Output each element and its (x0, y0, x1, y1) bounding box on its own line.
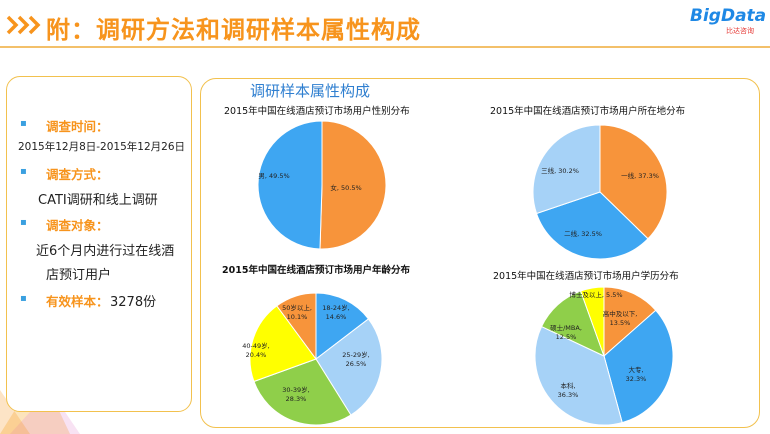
pie-slice (532, 124, 601, 215)
pie-slice-label: 二线, 32.5% (564, 229, 602, 238)
bullet-icon: ▪ (20, 118, 27, 129)
survey-time-value: 2015年12月8日-2015年12月26日 (18, 141, 185, 153)
location-chart-title: 2015年中国在线酒店预订市场用户所在地分布 (490, 106, 686, 117)
logo-subtext: 比达咨询 (726, 27, 754, 35)
pie-slice-label: 25-29岁, 26.5% (342, 350, 369, 368)
age-chart-title: 2015年中国在线酒店预订市场用户年龄分布 (222, 265, 410, 276)
pie-slice-label: 女, 50.5% (330, 183, 361, 192)
pie-slice-label: 本科, 36.3% (558, 381, 579, 399)
pie-slice (257, 120, 323, 250)
pie-slice-label: 一线, 37.3% (621, 171, 659, 180)
pie-slice-label: 高中及以下, 13.5% (603, 309, 638, 327)
survey-target-value-line1: 近6个月内进行过在线酒 (36, 244, 175, 259)
bigdata-logo: BigData 比达咨询 (690, 6, 767, 36)
valid-sample-value: 3278份 (110, 295, 157, 310)
pie-slice-label: 三线, 30.2% (541, 166, 579, 175)
survey-time-label: 调查时间： (46, 119, 109, 134)
pie-slice (276, 292, 317, 361)
bullet-icon: ▪ (20, 217, 27, 228)
valid-sample-label: 有效样本： (46, 294, 109, 309)
survey-method-label: 调查方式： (46, 167, 109, 182)
pie-slice (319, 120, 387, 250)
education-chart-title: 2015年中国在线酒店预订市场用户学历分布 (493, 271, 679, 282)
gender-pie-chart: 女, 50.5% 男, 49.5% (257, 120, 387, 250)
pie-slice-label: 硕士/MBA, 12.5% (550, 323, 582, 341)
pie-slice (603, 309, 674, 424)
chevrons-icon (6, 15, 41, 35)
survey-target-label: 调查对象： (46, 218, 109, 233)
logo-text: BigData (690, 6, 767, 26)
bullet-icon: ▪ (20, 166, 27, 177)
age-pie-chart: 18-24岁, 14.6% 25-29岁, 26.5% 30-39岁, 28.3% 40-4… (242, 292, 383, 426)
pie-slice-label: 博士及以上, 5.5% (569, 290, 622, 299)
pie-slice (534, 325, 623, 426)
section-title: 调研样本属性构成 (250, 82, 371, 100)
pie-slice (580, 286, 605, 357)
pie-slice-label: 50岁以上, 10.1% (282, 303, 312, 321)
pie-slice (315, 318, 383, 416)
pie-slice (253, 358, 352, 426)
header-divider (0, 46, 770, 48)
bullet-icon: ▪ (20, 293, 27, 304)
page-title: 附：调研方法和调研样本属性构成 (46, 16, 421, 44)
pie-slice (599, 124, 668, 240)
pie-slice (603, 286, 657, 358)
survey-target-value-line2: 店预订用户 (46, 268, 112, 283)
survey-method-value: CATI调研和线上调研 (38, 193, 158, 208)
survey-info-panel (6, 76, 192, 412)
pie-slice (535, 191, 649, 260)
pie-slice-label: 男, 49.5% (258, 172, 289, 180)
pie-slice (315, 292, 370, 361)
gender-chart-title: 2015年中国在线酒店预订市场用户性别分布 (224, 106, 410, 117)
pie-slice-label: 30-39岁, 28.3% (282, 385, 309, 403)
pie-slice-label: 40-49岁, 20.4% (242, 341, 269, 359)
pie-slice (249, 305, 317, 383)
education-pie-chart: 高中及以下, 13.5% 大专, 32.3% 本科, 36.3% 硕士/MBA, 12.5% 博… (534, 286, 674, 426)
pie-slice-label: 大专, 32.3% (626, 365, 647, 383)
location-pie-chart: 一线, 37.3% 二线, 32.5% 三线, 30.2% (532, 124, 668, 260)
pie-slice-label: 18-24岁, 14.6% (322, 303, 349, 321)
